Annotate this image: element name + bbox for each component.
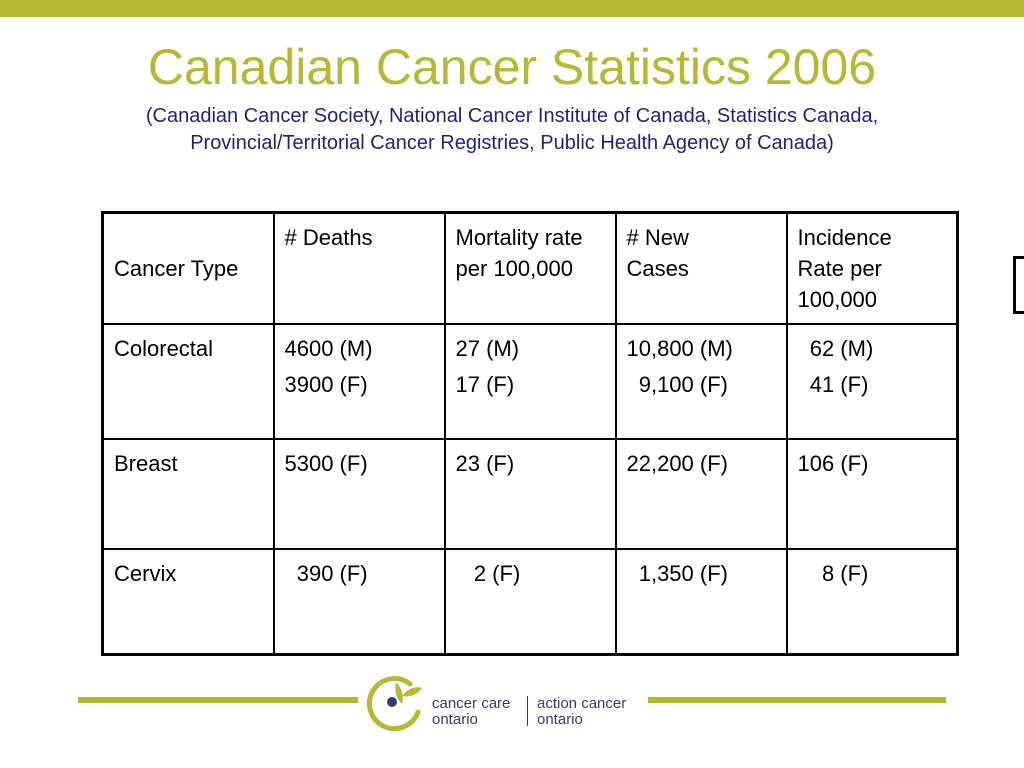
- cell-value: 23 (F): [455, 451, 515, 476]
- logo-text-right: action cancer ontario: [537, 696, 626, 728]
- logo-right-line-2: ontario: [537, 711, 583, 728]
- cell-value: 27 (M): [455, 336, 520, 361]
- cell-deaths: 4600 (M) 3900 (F): [272, 323, 446, 440]
- cell-value: 9,100 (F): [626, 372, 728, 397]
- header-deaths: # Deaths: [272, 211, 446, 325]
- footer-rule-right: [648, 697, 946, 703]
- subtitle-line-2: Provincial/Territorial Cancer Registries…: [190, 132, 834, 154]
- cell-deaths: 5300 (F): [272, 438, 446, 550]
- cell-cancer-type: Colorectal: [101, 323, 275, 440]
- cell-mortality: 27 (M) 17 (F): [443, 323, 617, 440]
- logo-left-line-1: cancer care: [432, 695, 511, 712]
- table-row: Colorectal 4600 (M) 3900 (F) 27 (M) 17 (F)…: [101, 323, 959, 440]
- table-row: Cervix 390 (F) 2 (F) 1,350 (F) 8 (F): [101, 548, 959, 656]
- cell-incidence: 106 (F): [785, 438, 959, 550]
- edge-bracket-fragment: [1013, 256, 1024, 314]
- table-row: Breast 5300 (F) 23 (F) 22,200 (F) 106 (F…: [101, 438, 959, 550]
- statistics-table: Cancer Type # Deaths Mortality rate per …: [101, 211, 959, 656]
- cell-value: 106 (F): [797, 451, 869, 476]
- cell-value: 62 (M): [797, 336, 874, 361]
- logo-text-left: cancer care ontario: [432, 696, 510, 728]
- logo-right-line-1: action cancer: [537, 695, 627, 712]
- cell-incidence: 62 (M) 41 (F): [785, 323, 959, 440]
- cell-value: 3900 (F): [284, 372, 368, 397]
- cell-value: 2 (F): [455, 561, 521, 586]
- cell-value: 5300 (F): [284, 451, 368, 476]
- cell-value: 1,350 (F): [626, 561, 728, 586]
- cell-new-cases: 1,350 (F): [614, 548, 788, 656]
- header-incidence-rate: Incidence Rate per 100,000: [785, 211, 959, 325]
- slide-subtitle: (Canadian Cancer Society, National Cance…: [60, 103, 964, 157]
- cell-value: 17 (F): [455, 372, 515, 397]
- header-new-cases: # New Cases: [614, 211, 788, 325]
- header-mortality-rate: Mortality rate per 100,000: [443, 211, 617, 325]
- cell-deaths: 390 (F): [272, 548, 446, 656]
- cell-value: 4600 (M): [284, 336, 373, 361]
- cell-mortality: 23 (F): [443, 438, 617, 550]
- footer-rule-left: [78, 697, 358, 703]
- logo-divider: [527, 696, 528, 726]
- cancer-care-ontario-logo-mark: [366, 676, 422, 732]
- cell-mortality: 2 (F): [443, 548, 617, 656]
- cell-value: 390 (F): [284, 561, 368, 586]
- cell-value: 10,800 (M): [626, 336, 733, 361]
- top-accent-bar: [0, 0, 1024, 17]
- cell-value: 8 (F): [797, 561, 869, 586]
- cell-value: 41 (F): [797, 372, 869, 397]
- slide-title: Canadian Cancer Statistics 2006: [147, 39, 877, 95]
- logo-left-line-2: ontario: [432, 711, 478, 728]
- cell-value: 22,200 (F): [626, 451, 729, 476]
- cell-new-cases: 22,200 (F): [614, 438, 788, 550]
- table-header-row: Cancer Type # Deaths Mortality rate per …: [101, 211, 959, 325]
- cell-new-cases: 10,800 (M) 9,100 (F): [614, 323, 788, 440]
- cell-cancer-type: Cervix: [101, 548, 275, 656]
- header-cancer-type: Cancer Type: [101, 211, 275, 325]
- cell-cancer-type: Breast: [101, 438, 275, 550]
- cell-incidence: 8 (F): [785, 548, 959, 656]
- subtitle-line-1: (Canadian Cancer Society, National Cance…: [145, 105, 879, 127]
